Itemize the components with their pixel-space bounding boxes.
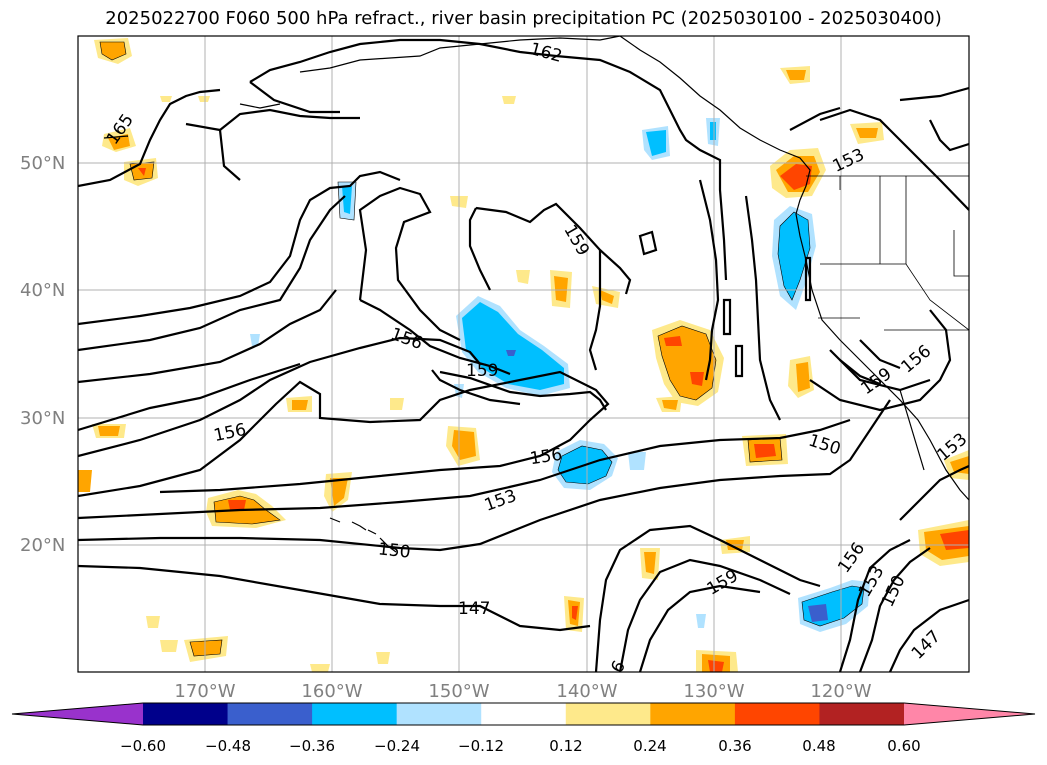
colorbar-tick-label: 0.60 <box>887 737 920 755</box>
contour-label: 6 <box>607 657 630 676</box>
precip-anomaly-outlines <box>99 41 865 657</box>
lon-label: 130°W <box>683 681 744 702</box>
lon-label: 120°W <box>810 681 871 702</box>
contour-label: 153 <box>482 486 519 516</box>
map-frame <box>77 35 970 673</box>
contour-label: 153 <box>830 145 868 177</box>
latitude-labels: 50°N 40°N 30°N 20°N <box>20 153 65 556</box>
contour-label: 147 <box>458 599 490 619</box>
longitude-labels: 170°W 160°W 150°W 140°W 130°W 120°W <box>174 681 871 702</box>
colorbar-tick-label: −0.60 <box>120 737 166 755</box>
colorbar-segment <box>227 703 313 725</box>
colorbar-tick-label: −0.36 <box>289 737 335 755</box>
map-plot-area: 165 162 159 156 159 156 153 150 147 156 … <box>78 36 969 676</box>
contour-label: 159 <box>559 221 593 259</box>
colorbar-tick-label: 0.36 <box>718 737 751 755</box>
contour-label: 156 <box>388 324 425 354</box>
lon-label: 150°W <box>428 681 489 702</box>
lat-label: 50°N <box>20 153 65 174</box>
colorbar-ticks: −0.60 −0.48 −0.36 −0.24 −0.12 0.12 0.24 … <box>120 737 921 755</box>
colorbar-segment <box>565 703 651 725</box>
contour-label: 159 <box>857 364 895 399</box>
colorbar-tick-label: −0.12 <box>458 737 504 755</box>
contour-label: 150 <box>806 431 843 460</box>
contour-label: 156 <box>212 420 248 446</box>
contour-label: 150 <box>377 539 411 562</box>
colorbar-segment <box>734 703 820 725</box>
lat-label: 40°N <box>20 280 65 301</box>
colorbar-tick-label: 0.12 <box>549 737 582 755</box>
state-borders <box>806 175 969 331</box>
lat-label: 30°N <box>20 408 65 429</box>
colorbar: −0.60 −0.48 −0.36 −0.24 −0.12 0.12 0.24 … <box>11 702 1036 755</box>
contour-label: 162 <box>528 39 565 67</box>
colorbar-tick-label: 0.24 <box>633 737 666 755</box>
colorbar-extend-low <box>12 703 143 725</box>
lon-label: 170°W <box>174 681 235 702</box>
colorbar-segment <box>312 703 398 725</box>
contour-label: 156 <box>529 445 564 469</box>
colorbar-segment <box>481 703 567 725</box>
contour-label: 159 <box>466 361 498 381</box>
colorbar-tick-label: −0.48 <box>205 737 251 755</box>
colorbar-segment <box>650 703 736 725</box>
lon-label: 160°W <box>301 681 362 702</box>
colorbar-segment <box>819 703 905 725</box>
coastlines <box>103 36 969 553</box>
colorbar-extend-high <box>904 703 1035 725</box>
map-title: 2025022700 F060 500 hPa refract., river … <box>105 8 942 29</box>
colorbar-segment <box>396 703 482 725</box>
colorbar-outline <box>11 702 1036 726</box>
colorbar-tick-label: −0.24 <box>374 737 420 755</box>
lon-label: 140°W <box>556 681 617 702</box>
contour-label: 156 <box>897 341 935 377</box>
lat-label: 20°N <box>20 535 65 556</box>
colorbar-segments <box>143 703 905 725</box>
graticule <box>78 36 969 672</box>
colorbar-segment <box>143 703 229 725</box>
colorbar-tick-label: 0.48 <box>802 737 835 755</box>
height-contours <box>78 38 969 672</box>
